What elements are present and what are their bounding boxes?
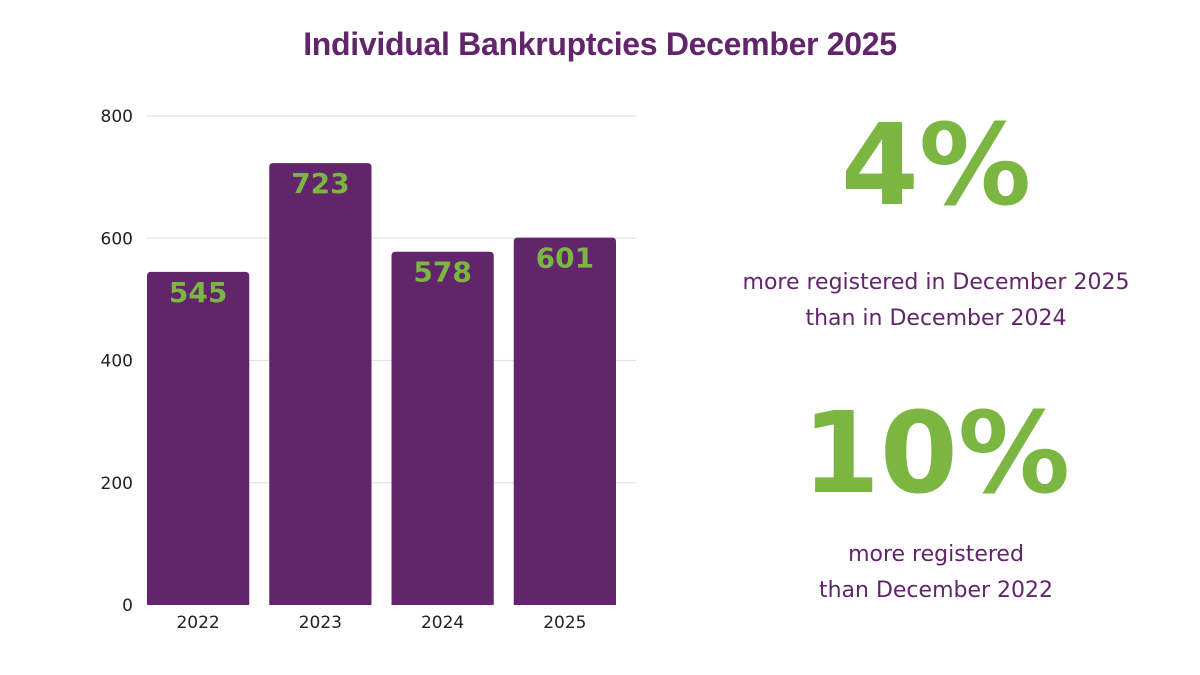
stat-percent-vs-2022: 10% — [801, 389, 1071, 519]
bar-2022 — [147, 271, 250, 605]
bars — [147, 163, 616, 606]
y-tick-label: 200 — [101, 474, 133, 494]
x-tick-label: 2024 — [421, 613, 464, 633]
y-axis-ticks: 0 200 400 600 800 — [101, 107, 133, 616]
bar-value-label: 545 — [169, 276, 227, 309]
bar-value-label: 723 — [291, 167, 349, 200]
y-tick-label: 400 — [101, 352, 133, 372]
bar-2023 — [269, 163, 372, 605]
bar-value-label: 601 — [536, 242, 594, 275]
page-title: Individual Bankruptcies December 2025 — [303, 26, 897, 62]
stat-description-line: more registered in December 2025 — [742, 270, 1130, 295]
y-tick-label: 800 — [101, 107, 133, 127]
stat-description-vs-2024: more registered in December 2025 than in… — [676, 265, 1196, 337]
stat-description-vs-2022: more registered than December 2022 — [676, 537, 1196, 609]
stat-percent-vs-2024: 4% — [840, 101, 1032, 231]
bar-2025 — [513, 237, 616, 606]
x-tick-label: 2025 — [543, 613, 586, 633]
stat-description-line: than in December 2024 — [805, 306, 1067, 331]
x-tick-label: 2023 — [299, 613, 342, 633]
stat-description-line: more registered — [848, 542, 1024, 567]
data-labels: 545 723 578 601 — [169, 167, 594, 309]
x-tick-label: 2022 — [176, 613, 219, 633]
bar-value-label: 578 — [413, 256, 471, 289]
x-axis-ticks: 2022 2023 2024 2025 — [176, 613, 586, 633]
stat-description-line: than December 2022 — [818, 578, 1054, 603]
bar-2024 — [391, 251, 494, 605]
y-tick-label: 0 — [122, 596, 133, 616]
y-tick-label: 600 — [101, 229, 133, 249]
